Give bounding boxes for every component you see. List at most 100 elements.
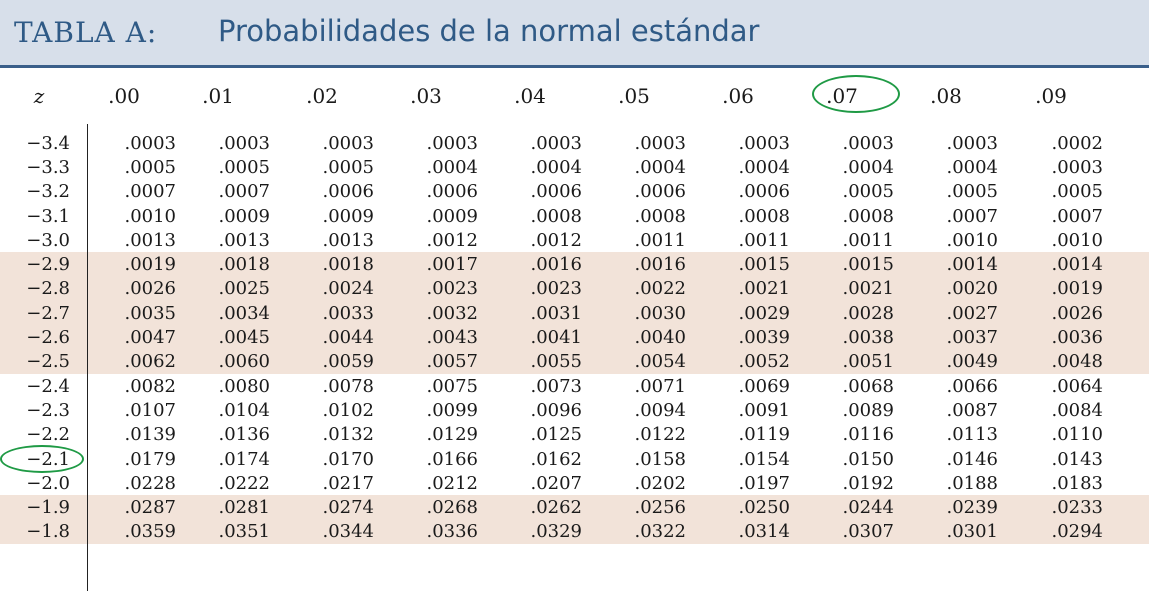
probability-cell: .0003 [426, 132, 478, 154]
probability-cell: .0244 [842, 497, 894, 519]
probability-cell: .0007 [946, 205, 998, 227]
column-header: .04 [514, 84, 546, 108]
probability-cell: .0029 [738, 302, 790, 324]
probability-cell: .0150 [842, 448, 894, 470]
table-row: −2.2 .0139 .0136 .0132 .0129 .0125 .0122 .0119.… [0, 423, 1149, 447]
probability-cell: .0003 [738, 132, 790, 154]
probability-cell: .0139 [124, 424, 176, 446]
probability-cell: .0054 [634, 351, 686, 373]
probability-cell: .0012 [426, 229, 478, 251]
probability-cell: .0009 [322, 205, 374, 227]
probability-cell: .0007 [1051, 205, 1103, 227]
z-value: −2.3 [26, 399, 70, 421]
table-row: −2.4 .0082 .0080 .0078 .0075 .0073 .0071 .0069.… [0, 374, 1149, 398]
table-row: −1.9 .0287 .0281 .0274 .0268 .0262 .0256 .0250.… [0, 495, 1149, 520]
probability-cell: .0003 [1051, 156, 1103, 178]
probability-cell: .0073 [530, 375, 582, 397]
probability-cell: .0009 [426, 205, 478, 227]
probability-cell: .0217 [322, 472, 374, 494]
table-title: Probabilidades de la normal estándar [218, 14, 760, 48]
z-value: −3.1 [26, 205, 70, 227]
probability-cell: .0036 [1051, 327, 1103, 349]
probability-cell: .0013 [124, 229, 176, 251]
probability-cell: .0003 [124, 132, 176, 154]
probability-cell: .0064 [1051, 375, 1103, 397]
probability-cell: .0018 [218, 254, 270, 276]
probability-cell: .0233 [1051, 497, 1103, 519]
probability-cell: .0006 [530, 181, 582, 203]
probability-cell: .0132 [322, 424, 374, 446]
probability-cell: .0301 [946, 521, 998, 543]
table-row: −2.7 .0035 .0034 .0033 .0032 .0031 .0030 .0029.… [0, 301, 1149, 326]
z-value: −2.2 [26, 424, 70, 446]
probability-cell: .0322 [634, 521, 686, 543]
probability-cell: .0351 [218, 521, 270, 543]
probability-cell: .0040 [634, 327, 686, 349]
probability-cell: .0066 [946, 375, 998, 397]
probability-cell: .0344 [322, 521, 374, 543]
probability-cell: .0012 [530, 229, 582, 251]
probability-cell: .0052 [738, 351, 790, 373]
probability-cell: .0099 [426, 399, 478, 421]
z-column-header: z [33, 84, 45, 108]
probability-cell: .0044 [322, 327, 374, 349]
probability-cell: .0008 [842, 205, 894, 227]
table-row: −3.3 .0005 .0005 .0005 .0004 .0004 .0004 .0004.… [0, 155, 1149, 179]
probability-cell: .0154 [738, 448, 790, 470]
probability-cell: .0004 [634, 156, 686, 178]
column-header: .06 [722, 84, 754, 108]
column-header: .05 [618, 84, 650, 108]
probability-cell: .0011 [842, 229, 894, 251]
probability-cell: .0047 [124, 327, 176, 349]
column-header: .08 [930, 84, 962, 108]
probability-cell: .0010 [124, 205, 176, 227]
probability-cell: .0048 [1051, 351, 1103, 373]
probability-cell: .0207 [530, 472, 582, 494]
probability-cell: .0014 [946, 254, 998, 276]
probability-cell: .0197 [738, 472, 790, 494]
probability-cell: .0094 [634, 399, 686, 421]
probability-cell: .0336 [426, 521, 478, 543]
probability-cell: .0082 [124, 375, 176, 397]
probability-cell: .0071 [634, 375, 686, 397]
probability-cell: .0037 [946, 327, 998, 349]
probability-cell: .0015 [738, 254, 790, 276]
probability-cell: .0170 [322, 448, 374, 470]
probability-cell: .0057 [426, 351, 478, 373]
probability-cell: .0307 [842, 521, 894, 543]
table-header-row: z .00 .01 .02 .03 .04 .05 .06 .07 .08 .09 [0, 68, 1149, 124]
probability-cell: .0162 [530, 448, 582, 470]
probability-cell: .0004 [946, 156, 998, 178]
probability-cell: .0034 [218, 302, 270, 324]
probability-cell: .0004 [530, 156, 582, 178]
probability-cell: .0069 [738, 375, 790, 397]
z-value: −2.7 [26, 302, 70, 324]
probability-cell: .0281 [218, 497, 270, 519]
table-row: −3.1 .0010 .0009 .0009 .0009 .0008 .0008 .0008.… [0, 204, 1149, 228]
probability-cell: .0222 [218, 472, 270, 494]
probability-cell: .0023 [426, 278, 478, 300]
probability-cell: .0129 [426, 424, 478, 446]
probability-cell: .0005 [218, 156, 270, 178]
probability-cell: .0020 [946, 278, 998, 300]
probability-cell: .0003 [842, 132, 894, 154]
probability-cell: .0033 [322, 302, 374, 324]
z-value: −2.5 [26, 351, 70, 373]
probability-cell: .0030 [634, 302, 686, 324]
probability-cell: .0256 [634, 497, 686, 519]
probability-cell: .0125 [530, 424, 582, 446]
probability-cell: .0268 [426, 497, 478, 519]
z-value: −3.2 [26, 181, 70, 203]
probability-cell: .0314 [738, 521, 790, 543]
probability-cell: .0119 [738, 424, 790, 446]
probability-cell: .0005 [124, 156, 176, 178]
table-row: −3.4 .0003 .0003 .0003 .0003 .0003 .0003 .0003.… [0, 131, 1149, 155]
table-row: −2.5 .0062 .0060 .0059 .0057 .0055 .0054 .0052.… [0, 349, 1149, 374]
probability-cell: .0035 [124, 302, 176, 324]
probability-cell: .0025 [218, 278, 270, 300]
probability-cell: .0005 [946, 181, 998, 203]
column-header: .01 [202, 84, 234, 108]
probability-cell: .0091 [738, 399, 790, 421]
probability-cell: .0013 [322, 229, 374, 251]
probability-cell: .0003 [322, 132, 374, 154]
